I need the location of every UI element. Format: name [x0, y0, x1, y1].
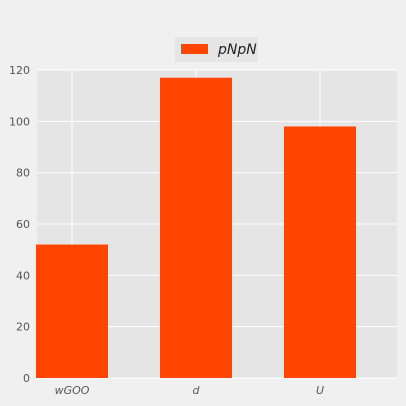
bars [36, 77, 356, 378]
y-tick-label-100: 100 [9, 115, 30, 128]
legend: pNpN [175, 37, 258, 62]
y-tick-label-40: 40 [16, 269, 30, 282]
y-tick-label-80: 80 [16, 167, 30, 180]
y-tick-label-0: 0 [23, 372, 30, 385]
bar-wGOO [36, 244, 108, 378]
y-tick-label-20: 20 [16, 321, 30, 334]
x-tick-label-d: d [193, 384, 201, 397]
legend-label: pNpN [217, 42, 257, 58]
x-tick-label-wGOO: wGOO [55, 384, 90, 397]
y-axis-ticks: 0 20 40 60 80 100 120 [9, 64, 30, 385]
bar-d [160, 77, 232, 378]
y-tick-label-120: 120 [9, 64, 30, 77]
x-tick-label-U: U [316, 384, 324, 397]
bar-U [284, 126, 356, 378]
legend-swatch [181, 44, 208, 54]
y-tick-label-60: 60 [16, 218, 30, 231]
x-axis-ticks: wGOO d U [55, 384, 324, 397]
